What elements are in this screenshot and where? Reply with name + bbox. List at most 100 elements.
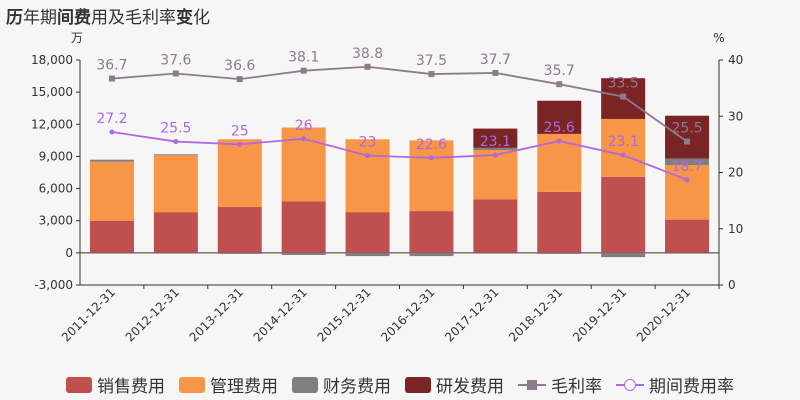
legend-swatch-finance bbox=[292, 376, 318, 393]
legend-item-gross-margin[interactable]: 毛利率 bbox=[518, 372, 602, 397]
bar-sales bbox=[601, 176, 646, 253]
bar-sales bbox=[473, 199, 518, 253]
expense-ratio-data-label: 23.1 bbox=[480, 134, 511, 150]
expense-ratio-line bbox=[111, 131, 688, 181]
left-tick-label: 18,000 bbox=[31, 53, 73, 67]
right-tick-label: 20 bbox=[728, 166, 743, 180]
expense-ratio-point bbox=[365, 153, 371, 159]
x-tick-label: 2016-12-31 bbox=[378, 285, 437, 344]
legend-swatch-admin bbox=[179, 376, 205, 393]
bar-rd bbox=[473, 128, 518, 148]
gross-margin-data-label: 36.6 bbox=[224, 58, 255, 74]
bar-sales bbox=[89, 220, 134, 253]
x-tick-label: 2013-12-31 bbox=[187, 285, 246, 344]
legend-label-er: 期间费用率 bbox=[649, 377, 734, 397]
bar-finance bbox=[665, 158, 710, 165]
gross-margin-point bbox=[684, 138, 691, 145]
legend-item-rd[interactable]: 研发费用 bbox=[405, 372, 504, 397]
gross-margin-point bbox=[236, 76, 243, 83]
expense-ratio-data-label: 22.6 bbox=[416, 137, 447, 153]
bar-sales bbox=[153, 212, 198, 253]
legend-label-sales: 销售费用 bbox=[97, 377, 165, 397]
expense-ratio-point bbox=[556, 138, 562, 144]
x-tick-label: 2018-12-31 bbox=[506, 285, 565, 344]
left-tick-label: 0 bbox=[65, 246, 73, 260]
expense-ratio-data-label: 25 bbox=[231, 123, 249, 139]
legend-item-admin[interactable]: 管理费用 bbox=[179, 372, 278, 397]
gross-margin-point bbox=[492, 69, 499, 76]
gross-margin-data-label: 25.5 bbox=[671, 121, 702, 137]
bar-sales bbox=[537, 191, 582, 253]
bar-admin bbox=[601, 118, 646, 177]
right-tick-label: 10 bbox=[728, 222, 743, 236]
bar-sales bbox=[345, 212, 390, 253]
legend-item-expense-ratio[interactable]: 期间费用率 bbox=[616, 372, 734, 397]
gross-margin-point bbox=[300, 67, 307, 74]
left-tick-label: 9,000 bbox=[39, 149, 73, 163]
gross-margin-line bbox=[111, 65, 688, 143]
expense-ratio-point bbox=[428, 155, 434, 161]
gross-margin-point bbox=[620, 93, 627, 100]
bar-finance bbox=[473, 147, 518, 150]
bar-finance bbox=[601, 252, 646, 258]
gross-margin-data-label: 37.6 bbox=[160, 53, 191, 69]
x-tick-label: 2012-12-31 bbox=[123, 285, 182, 344]
x-tick-label: 2017-12-31 bbox=[442, 285, 501, 344]
bar-sales bbox=[665, 219, 710, 253]
bar-finance bbox=[89, 159, 134, 162]
expense-ratio-point bbox=[173, 139, 179, 145]
gross-margin-point bbox=[172, 70, 179, 77]
bar-admin bbox=[473, 150, 518, 200]
expense-ratio-point bbox=[620, 152, 626, 158]
right-tick-label: 30 bbox=[728, 109, 743, 123]
left-tick-label: 6,000 bbox=[39, 182, 73, 196]
gross-margin-data-label: 38.8 bbox=[352, 46, 383, 62]
gross-margin-data-label: 33.5 bbox=[608, 76, 639, 92]
x-tick-label: 2014-12-31 bbox=[251, 285, 310, 344]
left-tick-label: 3,000 bbox=[39, 214, 73, 228]
bar-rd bbox=[537, 100, 582, 134]
expense-ratio-data-label: 23 bbox=[359, 135, 377, 151]
bar-finance bbox=[217, 252, 262, 254]
left-tick-label: 12,000 bbox=[31, 117, 73, 131]
right-tick-label: 40 bbox=[728, 53, 743, 67]
gross-margin-data-label: 35.7 bbox=[544, 63, 575, 79]
left-tick-label: 15,000 bbox=[31, 85, 73, 99]
legend-line-marker-gm bbox=[518, 377, 546, 393]
gross-margin-point bbox=[556, 81, 563, 88]
bar-rd bbox=[665, 115, 710, 159]
left-axis-unit: 万 bbox=[71, 31, 83, 45]
bar-admin bbox=[89, 161, 134, 221]
gross-margin-point bbox=[428, 71, 435, 78]
gross-margin-point bbox=[108, 75, 115, 82]
expense-ratio-data-label: 26 bbox=[295, 118, 313, 134]
expense-ratio-point bbox=[301, 136, 307, 142]
expense-ratio-data-label: 18.7 bbox=[671, 159, 702, 175]
gross-margin-data-label: 38.1 bbox=[288, 50, 319, 66]
legend-item-sales[interactable]: 销售费用 bbox=[66, 372, 165, 397]
expense-ratio-point bbox=[109, 129, 115, 135]
chart-title: 历年期间费用及毛利率变化 bbox=[6, 8, 210, 28]
gross-margin-data-label: 37.5 bbox=[416, 53, 447, 69]
expense-ratio-data-label: 23.1 bbox=[608, 134, 639, 150]
bar-sales bbox=[409, 211, 454, 253]
x-tick-label: 2019-12-31 bbox=[570, 285, 629, 344]
bar-admin bbox=[217, 139, 262, 207]
legend-label-finance: 财务费用 bbox=[323, 377, 391, 397]
bar-admin bbox=[409, 140, 454, 212]
legend-swatch-sales bbox=[66, 376, 92, 393]
x-tick-label: 2011-12-31 bbox=[59, 285, 118, 344]
bar-finance bbox=[409, 252, 454, 257]
legend-label-gm: 毛利率 bbox=[551, 377, 602, 397]
expense-ratio-point bbox=[237, 141, 243, 147]
gross-margin-point bbox=[364, 63, 371, 70]
bar-sales bbox=[217, 206, 262, 253]
bar-finance bbox=[281, 252, 326, 255]
expense-ratio-point bbox=[684, 177, 690, 183]
left-tick-label: -3,000 bbox=[34, 278, 73, 292]
expense-ratio-data-label: 25.6 bbox=[544, 120, 575, 136]
legend-swatch-rd bbox=[405, 376, 431, 393]
legend-item-finance[interactable]: 财务费用 bbox=[292, 372, 391, 397]
right-tick-label: 0 bbox=[728, 278, 736, 292]
gross-margin-data-label: 36.7 bbox=[96, 58, 127, 74]
